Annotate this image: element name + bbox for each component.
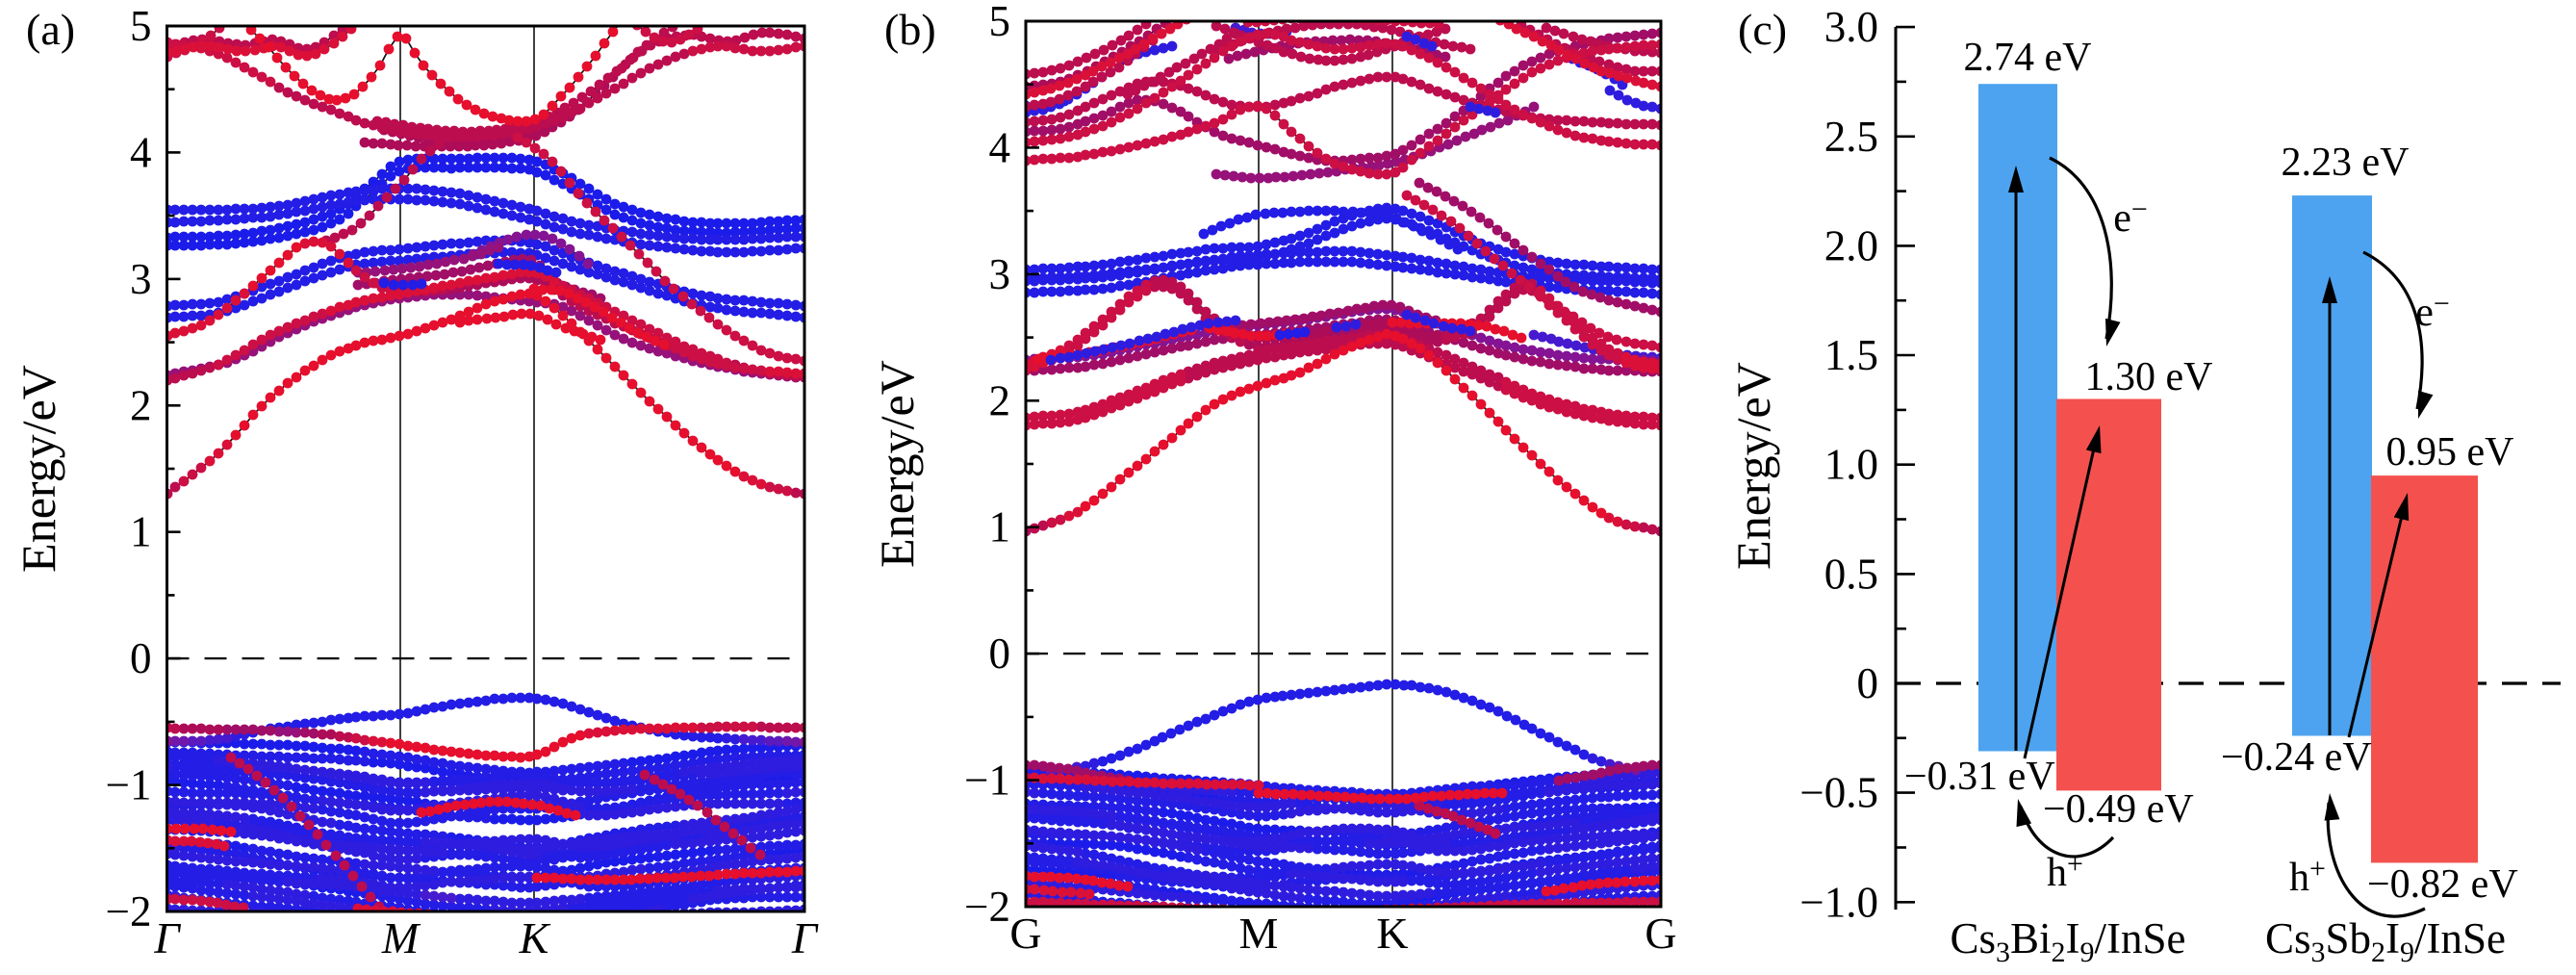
svg-text:(b): (b) — [884, 5, 936, 54]
svg-text:−1: −1 — [964, 757, 1010, 805]
svg-text:Γ: Γ — [791, 913, 819, 962]
svg-text:2: 2 — [989, 376, 1011, 424]
svg-text:(a): (a) — [26, 5, 75, 54]
svg-text:2.5: 2.5 — [1824, 113, 1878, 161]
svg-text:2: 2 — [130, 381, 152, 429]
svg-text:Energy/eV: Energy/eV — [12, 365, 65, 573]
svg-text:Γ: Γ — [153, 913, 181, 962]
svg-text:1.0: 1.0 — [1824, 441, 1878, 489]
svg-text:5: 5 — [989, 0, 1011, 45]
svg-text:3.0: 3.0 — [1824, 3, 1878, 51]
svg-text:G: G — [1645, 909, 1676, 958]
svg-text:−1: −1 — [106, 761, 152, 809]
svg-text:K: K — [519, 913, 551, 962]
svg-text:Cs3Sb2I9/InSe: Cs3Sb2I9/InSe — [2265, 914, 2506, 968]
svg-text:−0.82 eV: −0.82 eV — [2367, 862, 2518, 907]
svg-text:0: 0 — [130, 634, 152, 682]
svg-text:Energy/eV: Energy/eV — [1726, 362, 1780, 570]
svg-text:0: 0 — [1857, 659, 1879, 707]
svg-text:1.5: 1.5 — [1824, 331, 1878, 379]
svg-text:−0.49 eV: −0.49 eV — [2043, 787, 2194, 832]
svg-text:4: 4 — [130, 128, 152, 176]
svg-text:3: 3 — [989, 250, 1011, 298]
svg-text:−2: −2 — [964, 883, 1010, 931]
svg-text:−0.31 eV: −0.31 eV — [1904, 755, 2055, 799]
svg-text:0.5: 0.5 — [1824, 550, 1878, 598]
svg-text:0: 0 — [989, 629, 1011, 678]
svg-text:2.23 eV: 2.23 eV — [2282, 141, 2410, 185]
svg-text:1.30 eV: 1.30 eV — [2085, 355, 2213, 399]
svg-text:4: 4 — [989, 123, 1011, 171]
svg-text:1: 1 — [989, 503, 1011, 552]
svg-text:M: M — [1239, 909, 1279, 958]
svg-text:−0.24 eV: −0.24 eV — [2221, 735, 2372, 780]
svg-text:(c): (c) — [1738, 5, 1787, 54]
svg-text:K: K — [1376, 909, 1408, 958]
svg-text:3: 3 — [130, 255, 152, 303]
svg-text:2.0: 2.0 — [1824, 221, 1878, 269]
svg-text:M: M — [381, 913, 421, 962]
svg-text:Cs3Bi2I9/InSe: Cs3Bi2I9/InSe — [1950, 914, 2185, 968]
svg-text:−1.0: −1.0 — [1799, 878, 1878, 926]
svg-text:Energy/eV: Energy/eV — [870, 360, 924, 568]
svg-text:2.74 eV: 2.74 eV — [1964, 36, 2092, 80]
svg-text:1: 1 — [130, 508, 152, 556]
svg-text:5: 5 — [130, 2, 152, 50]
svg-text:G: G — [1009, 909, 1041, 958]
svg-text:−0.5: −0.5 — [1799, 769, 1878, 817]
svg-text:0.95 eV: 0.95 eV — [2386, 430, 2514, 475]
svg-text:−2: −2 — [106, 887, 152, 936]
